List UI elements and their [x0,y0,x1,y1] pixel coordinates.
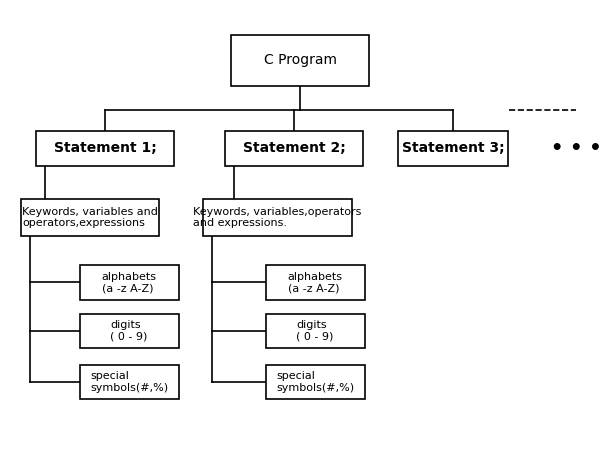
FancyBboxPatch shape [79,314,179,348]
FancyBboxPatch shape [225,131,363,165]
Text: Statement 1;: Statement 1; [53,141,157,155]
Text: digits
( 0 - 9): digits ( 0 - 9) [110,320,148,342]
Text: Statement 2;: Statement 2; [242,141,346,155]
Text: • • •: • • • [551,138,600,158]
FancyBboxPatch shape [265,265,365,300]
Text: Keywords, variables and
operators,expressions: Keywords, variables and operators,expres… [22,207,158,228]
FancyBboxPatch shape [398,131,508,165]
Text: alphabets
(a -z A-Z): alphabets (a -z A-Z) [101,272,157,293]
FancyBboxPatch shape [203,199,352,236]
FancyBboxPatch shape [265,314,365,348]
Text: special
symbols(#,%): special symbols(#,%) [276,371,354,393]
Text: Statement 3;: Statement 3; [401,141,505,155]
Text: digits
( 0 - 9): digits ( 0 - 9) [296,320,334,342]
Text: Keywords, variables,operators
and expressions.: Keywords, variables,operators and expres… [193,207,361,228]
FancyBboxPatch shape [36,131,174,165]
FancyBboxPatch shape [231,35,369,86]
FancyBboxPatch shape [265,365,365,399]
Text: special
symbols(#,%): special symbols(#,%) [90,371,168,393]
FancyBboxPatch shape [21,199,159,236]
Text: C Program: C Program [263,53,337,67]
FancyBboxPatch shape [79,265,179,300]
FancyBboxPatch shape [79,365,179,399]
Text: alphabets
(a -z A-Z): alphabets (a -z A-Z) [287,272,343,293]
